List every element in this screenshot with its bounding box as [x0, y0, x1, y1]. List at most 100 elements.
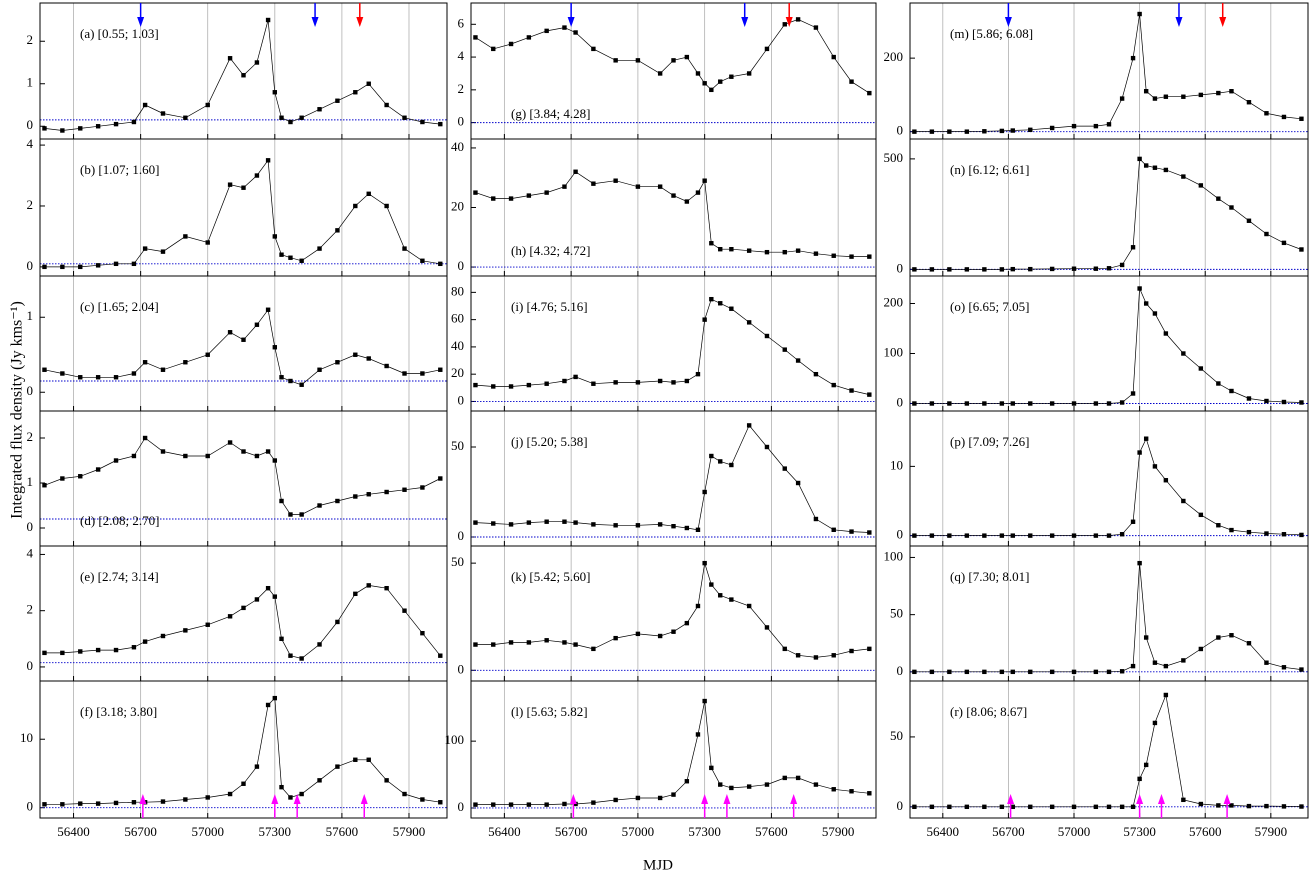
data-point [1216, 803, 1221, 808]
data-point [591, 646, 596, 652]
data-point [384, 585, 389, 591]
data-point [1198, 183, 1204, 188]
data-point [613, 58, 618, 63]
data-point [254, 764, 260, 769]
data-point [491, 46, 496, 52]
data-point [131, 119, 137, 125]
data-point [366, 356, 371, 361]
panel-frame [39, 2, 448, 140]
x-tick-label: 56700 [992, 824, 1025, 839]
arrow-marker [569, 794, 577, 818]
data-point [671, 792, 676, 797]
arrow-head [271, 794, 279, 804]
arrow-marker [271, 794, 279, 818]
x-tick-label: 57600 [755, 824, 788, 839]
arrow-head [139, 794, 147, 804]
data-point [795, 358, 801, 363]
data-point [491, 521, 496, 526]
data-point [591, 800, 596, 805]
data-point [964, 129, 970, 134]
data-point [782, 22, 787, 27]
data-point [205, 453, 210, 459]
data-point [709, 582, 714, 587]
y-tick-label: 1 [27, 75, 34, 90]
data-point [718, 459, 723, 464]
y-tick-label: 50 [890, 728, 903, 743]
data-point [1049, 533, 1055, 538]
data-point [709, 453, 714, 459]
data-point [78, 474, 83, 479]
y-tick-label: 2 [458, 81, 465, 96]
data-point [573, 374, 578, 380]
data-point [60, 650, 65, 656]
data-point [95, 124, 101, 129]
data-point [1143, 762, 1149, 768]
panel-frame [909, 680, 1309, 819]
data-point [335, 498, 340, 504]
x-tick-label: 57900 [822, 824, 855, 839]
y-tick-label: 50 [890, 606, 903, 621]
arrow-head [356, 17, 364, 27]
data-point [912, 669, 917, 675]
y-tick-label: 0 [27, 117, 34, 132]
data-point [1137, 156, 1142, 162]
data-point [227, 56, 233, 61]
data-point [964, 804, 970, 810]
y-tick-label: 0 [27, 799, 34, 814]
data-point [1229, 89, 1234, 94]
data-point [288, 255, 293, 260]
data-point [42, 802, 47, 807]
data-point [912, 129, 917, 134]
data-point [1198, 92, 1204, 98]
x-tick-label: 57600 [326, 824, 359, 839]
data-point [1093, 123, 1099, 129]
data-point [402, 608, 407, 613]
data-point [1281, 114, 1287, 120]
data-point [702, 178, 707, 183]
data-line [475, 19, 870, 94]
data-point [60, 476, 65, 481]
data-point [1216, 90, 1221, 96]
data-point [1152, 660, 1158, 665]
data-point [831, 253, 836, 258]
data-point [709, 765, 714, 771]
data-point [591, 181, 596, 186]
data-point [1143, 163, 1149, 168]
x-tick-label: 56400 [927, 824, 960, 839]
arrow-head [567, 17, 575, 27]
y-tick-label: 500 [884, 150, 904, 165]
arrow-marker [360, 794, 368, 818]
arrow-marker [741, 3, 749, 27]
data-point [947, 129, 952, 134]
data-point [183, 115, 188, 120]
data-point [544, 28, 549, 34]
panel-frame [909, 2, 1309, 140]
data-point [335, 619, 340, 625]
data-point [142, 102, 148, 108]
data-point [591, 522, 596, 527]
data-point [1071, 123, 1077, 129]
data-point [299, 115, 304, 120]
data-point [353, 757, 358, 762]
data-point [867, 530, 872, 535]
data-point [1198, 366, 1204, 371]
data-point [831, 527, 836, 532]
data-line [44, 308, 441, 386]
arrow-head [1157, 794, 1165, 804]
data-point [573, 642, 578, 647]
x-tick-label: 57600 [1189, 824, 1222, 839]
data-point [702, 560, 707, 566]
data-point [420, 485, 425, 490]
arrow-head [1004, 17, 1012, 27]
data-point [947, 533, 952, 538]
data-point [113, 261, 119, 267]
data-point [867, 646, 872, 652]
data-point [1106, 401, 1112, 406]
x-tick-label: 57900 [393, 824, 426, 839]
data-point [867, 791, 872, 796]
data-point [782, 775, 787, 781]
data-point [1010, 266, 1015, 272]
panel-frame [909, 138, 1309, 277]
data-point [867, 254, 872, 259]
